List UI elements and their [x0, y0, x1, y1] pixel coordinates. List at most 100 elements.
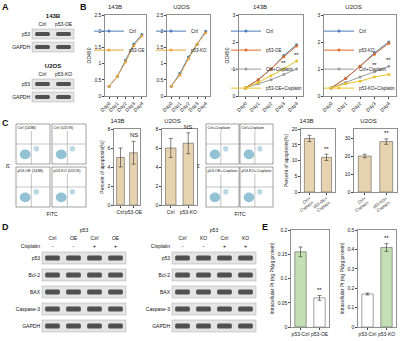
svg-text:Caspase-3: Caspase-3: [146, 306, 170, 312]
svg-text:BAX: BAX: [30, 289, 41, 295]
svg-text:GAPDH: GAPDH: [12, 44, 30, 50]
svg-text:p53-KO+Cisplatin: p53-KO+Cisplatin: [359, 86, 395, 91]
svg-text:-: -: [52, 243, 54, 249]
svg-text:0.1: 0.1: [347, 304, 354, 310]
svg-text:0.5: 0.5: [156, 77, 163, 83]
svg-text:10: 10: [345, 171, 351, 177]
svg-text:Day4: Day4: [132, 100, 145, 113]
svg-text:1.5: 1.5: [156, 44, 163, 50]
svg-text:143B: 143B: [110, 118, 124, 124]
svg-text:20: 20: [292, 126, 298, 132]
svg-text:0.3: 0.3: [347, 266, 354, 272]
svg-text:Day4: Day4: [287, 100, 300, 113]
svg-text:0: 0: [348, 189, 351, 195]
svg-text:**: **: [294, 52, 299, 58]
svg-text:OE: OE: [70, 235, 78, 241]
svg-text:GAPDH: GAPDH: [22, 323, 40, 329]
svg-text:Day1: Day1: [107, 100, 120, 113]
svg-text:Day4: Day4: [379, 100, 392, 113]
svg-text:p53: p53: [22, 81, 31, 87]
svg-text:Ctrl: Ctrl: [91, 235, 99, 241]
svg-text:Ctrl: Ctrl: [49, 235, 57, 241]
svg-text:FITC: FITC: [234, 211, 245, 217]
svg-text:1: 1: [318, 66, 321, 72]
svg-text:Day1: Day1: [248, 100, 261, 113]
svg-text:Ctrl: Ctrl: [39, 71, 47, 77]
svg-text:Ctrl: Ctrl: [266, 29, 273, 34]
svg-text:Percent of apoptosis(%): Percent of apoptosis(%): [99, 140, 105, 194]
svg-text:143B: 143B: [253, 4, 267, 10]
svg-text:Ctrl+Cisplatin: Ctrl+Cisplatin: [359, 67, 386, 72]
svg-text:p53-OE+Cisplatin: p53-OE+Cisplatin: [312, 195, 332, 213]
svg-text:2: 2: [156, 183, 159, 189]
svg-text:p53-KO+Cisplatin: p53-KO+Cisplatin: [372, 195, 392, 213]
svg-text:0: 0: [352, 324, 355, 330]
svg-text:p53: p53: [32, 255, 41, 261]
svg-text:p53-Ctrl: p53-Ctrl: [292, 331, 310, 337]
svg-text:p53-OE+Cisplatin: p53-OE+Cisplatin: [266, 86, 302, 91]
svg-text:0: 0: [99, 93, 102, 99]
svg-text:0: 0: [233, 93, 236, 99]
svg-text:Day0: Day0: [235, 100, 248, 113]
svg-text:3: 3: [233, 12, 236, 18]
svg-text:Ctrl: Ctrl: [359, 29, 366, 34]
svg-text:NS: NS: [130, 132, 138, 138]
svg-text:8: 8: [108, 126, 111, 132]
svg-text:p53-KO (U2OS): p53-KO (U2OS): [54, 169, 82, 173]
svg-text:3: 3: [318, 12, 321, 18]
svg-text:A: A: [2, 2, 9, 12]
svg-text:Ctrl: Ctrl: [179, 235, 187, 241]
svg-text:**: **: [372, 62, 377, 68]
svg-text:Ctrl+Cisplatin: Ctrl+Cisplatin: [242, 126, 265, 130]
svg-text:p53: p53: [162, 255, 171, 261]
svg-text:0.5: 0.5: [347, 227, 354, 233]
svg-text:p53-KO: p53-KO: [180, 209, 197, 215]
svg-text:KO: KO: [242, 235, 249, 241]
svg-text:Ctrl: Ctrl: [129, 29, 136, 34]
svg-text:Caspase-3: Caspase-3: [16, 306, 40, 312]
svg-text:0.15: 0.15: [278, 251, 288, 257]
svg-text:C: C: [2, 118, 9, 128]
svg-text:0: 0: [108, 202, 111, 208]
svg-text:GAPDH: GAPDH: [12, 94, 30, 100]
svg-text:2: 2: [318, 39, 321, 45]
svg-text:p53-OE: p53-OE: [129, 48, 145, 53]
svg-text:Ctrl: Ctrl: [191, 29, 198, 34]
svg-text:U2OS: U2OS: [45, 63, 61, 69]
svg-text:2: 2: [108, 183, 111, 189]
svg-text:Ctrl (143B): Ctrl (143B): [18, 126, 37, 130]
svg-text:-: -: [73, 243, 75, 249]
svg-text:p53-OE: p53-OE: [125, 209, 143, 215]
svg-text:6: 6: [156, 145, 159, 151]
svg-text:NS: NS: [184, 124, 192, 130]
svg-text:15: 15: [292, 142, 298, 148]
svg-text:**: **: [281, 60, 286, 66]
svg-text:p53: p53: [210, 227, 219, 233]
svg-text:2: 2: [233, 39, 236, 45]
svg-text:1: 1: [99, 60, 102, 66]
svg-text:**: **: [324, 146, 329, 152]
svg-text:p53-KO: p53-KO: [378, 331, 395, 337]
svg-text:Day2: Day2: [115, 100, 128, 113]
svg-text:Ctrl: Ctrl: [221, 235, 229, 241]
svg-text:p53-KO: p53-KO: [359, 48, 375, 53]
svg-text:Cisplatin: Cisplatin: [151, 243, 170, 249]
svg-text:0: 0: [318, 93, 321, 99]
svg-text:0: 0: [161, 93, 164, 99]
svg-text:BAX: BAX: [160, 289, 171, 295]
svg-text:KO: KO: [200, 235, 207, 241]
svg-text:0.2: 0.2: [280, 227, 287, 233]
svg-text:Day2: Day2: [261, 100, 274, 113]
svg-text:Day3: Day3: [124, 100, 137, 113]
svg-text:Percent of apoptosis(%): Percent of apoptosis(%): [283, 133, 289, 187]
svg-text:10: 10: [292, 157, 298, 163]
svg-text:Day1: Day1: [336, 100, 349, 113]
svg-text:GAPDH: GAPDH: [152, 323, 170, 329]
svg-text:Ctrl+Cisplatin: Ctrl+Cisplatin: [351, 195, 370, 213]
svg-text:0: 0: [156, 202, 159, 208]
svg-text:Day0: Day0: [161, 100, 174, 113]
svg-text:Day2: Day2: [350, 100, 363, 113]
svg-text:Day3: Day3: [364, 100, 377, 113]
svg-text:Ctrl+Cisplatin: Ctrl+Cisplatin: [208, 126, 231, 130]
svg-text:Ctrl: Ctrl: [39, 21, 47, 27]
